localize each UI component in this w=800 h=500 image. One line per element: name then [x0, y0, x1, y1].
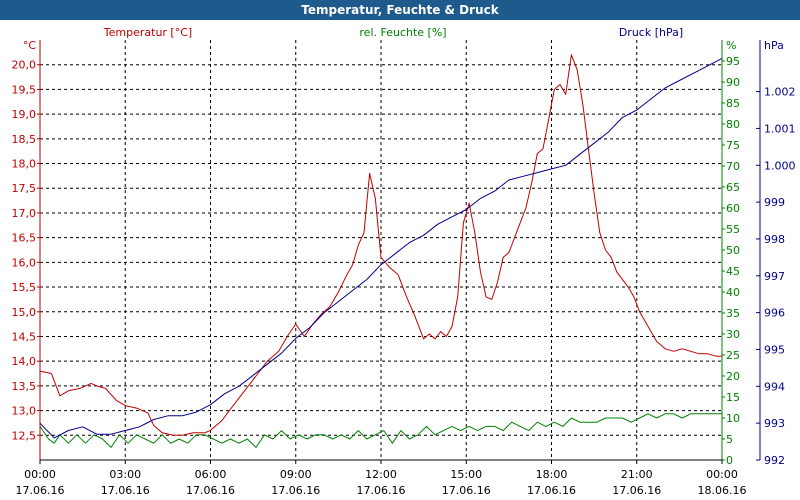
humidity-tick-label: 65: [726, 181, 740, 194]
series-pressure-line: [39, 57, 723, 439]
pressure-tick-label: 1.002: [764, 86, 796, 99]
humidity-unit: %: [726, 39, 736, 52]
pressure-tick-label: 1.001: [764, 122, 796, 135]
pressure-tick-label: 992: [764, 454, 785, 467]
humidity-tick-label: 95: [726, 55, 740, 68]
temperature-tick-label: 17,5: [12, 182, 37, 195]
date-tick-label: 17.06.16: [16, 484, 65, 497]
pressure-tick-label: 994: [764, 380, 785, 393]
pressure-unit: hPa: [764, 39, 784, 52]
date-tick-label: 17.06.16: [612, 484, 661, 497]
temperature-tick-label: 18,0: [12, 158, 37, 171]
humidity-axis: 0 5 10 15 20 25 30 35 40 45 50 55 60 65 70 75 80 85 90 95: [722, 55, 740, 467]
time-tick-label: 18:00: [536, 468, 568, 481]
date-tick-label: 17.06.16: [186, 484, 235, 497]
date-tick-label: 17.06.16: [271, 484, 320, 497]
temperature-tick-label: 13,5: [12, 380, 37, 393]
temperature-tick-label: 15,0: [12, 306, 37, 319]
axis-labels: °C Temperatur [°C] rel. Feuchte [%] Druck […: [23, 26, 784, 52]
humidity-tick-label: 5: [726, 433, 733, 446]
pressure-tick-label: 997: [764, 270, 785, 283]
pressure-label: Druck [hPa]: [619, 26, 683, 39]
humidity-label: rel. Feuchte [%]: [359, 26, 446, 39]
series-temperature-line: [39, 54, 722, 436]
pressure-tick-label: 998: [764, 233, 785, 246]
temperature-tick-label: 15,5: [12, 281, 37, 294]
humidity-tick-label: 10: [726, 412, 740, 425]
humidity-tick-label: 75: [726, 139, 740, 152]
chart-canvas: °C Temperatur [°C] rel. Feuchte [%] Druck […: [12, 26, 796, 497]
humidity-tick-label: 90: [726, 76, 740, 89]
time-tick-label: 03:00: [109, 468, 141, 481]
date-tick-label: 17.06.16: [357, 484, 406, 497]
pressure-tick-label: 993: [764, 417, 785, 430]
date-tick-label: 18.06.16: [698, 484, 747, 497]
humidity-tick-label: 30: [726, 328, 740, 341]
temperature-tick-label: 16,0: [12, 256, 37, 269]
temperature-axis: 12,5 13,0 13,5 14,0 14,5 15,0 15,5 16,0 16,5 17,0…: [12, 59, 40, 442]
humidity-tick-label: 0: [726, 454, 733, 467]
series-humidity-line: [39, 413, 722, 448]
pressure-tick-label: 1.000: [764, 159, 796, 172]
temperature-unit: °C: [23, 39, 37, 52]
humidity-tick-label: 35: [726, 307, 740, 320]
temperature-tick-label: 19,5: [12, 83, 37, 96]
pressure-tick-label: 996: [764, 307, 785, 320]
humidity-tick-label: 55: [726, 223, 740, 236]
humidity-tick-label: 40: [726, 286, 740, 299]
humidity-tick-label: 50: [726, 244, 740, 257]
humidity-tick-label: 25: [726, 349, 740, 362]
temperature-tick-label: 17,0: [12, 207, 37, 220]
humidity-tick-label: 60: [726, 202, 740, 215]
humidity-tick-label: 70: [726, 160, 740, 173]
time-axis: 00:00 17.06.16 03:00 17.06.16 06:00 17.06.16 0…: [16, 460, 747, 497]
temperature-tick-label: 20,0: [12, 59, 37, 72]
pressure-tick-label: 995: [764, 343, 785, 356]
series-group: [39, 54, 723, 448]
date-tick-label: 17.06.16: [527, 484, 576, 497]
time-tick-label: 06:00: [195, 468, 227, 481]
temperature-tick-label: 16,5: [12, 232, 37, 245]
pressure-axis: 992 993 994 995 996 997 998 999 1.000 1.001 1.002: [756, 86, 796, 467]
time-tick-label: 00:00: [24, 468, 56, 481]
temperature-label: Temperatur [°C]: [103, 26, 192, 39]
humidity-tick-label: 15: [726, 391, 740, 404]
humidity-tick-label: 20: [726, 370, 740, 383]
date-tick-label: 17.06.16: [442, 484, 491, 497]
date-tick-label: 17.06.16: [101, 484, 150, 497]
grid: [40, 40, 722, 460]
pressure-tick-label: 999: [764, 196, 785, 209]
time-tick-label: 00:00: [706, 468, 738, 481]
temperature-tick-label: 13,0: [12, 405, 37, 418]
temperature-tick-label: 14,5: [12, 330, 37, 343]
humidity-tick-label: 80: [726, 118, 740, 131]
time-tick-label: 21:00: [621, 468, 653, 481]
time-tick-label: 09:00: [280, 468, 312, 481]
time-tick-label: 12:00: [365, 468, 397, 481]
humidity-tick-label: 45: [726, 265, 740, 278]
humidity-tick-label: 85: [726, 97, 740, 110]
chart-title: Temperatur, Feuchte & Druck: [0, 0, 800, 20]
temperature-tick-label: 19,0: [12, 108, 37, 121]
temperature-tick-label: 18,5: [12, 133, 37, 146]
time-tick-label: 15:00: [450, 468, 482, 481]
temperature-tick-label: 14,0: [12, 355, 37, 368]
temperature-tick-label: 12,5: [12, 429, 37, 442]
